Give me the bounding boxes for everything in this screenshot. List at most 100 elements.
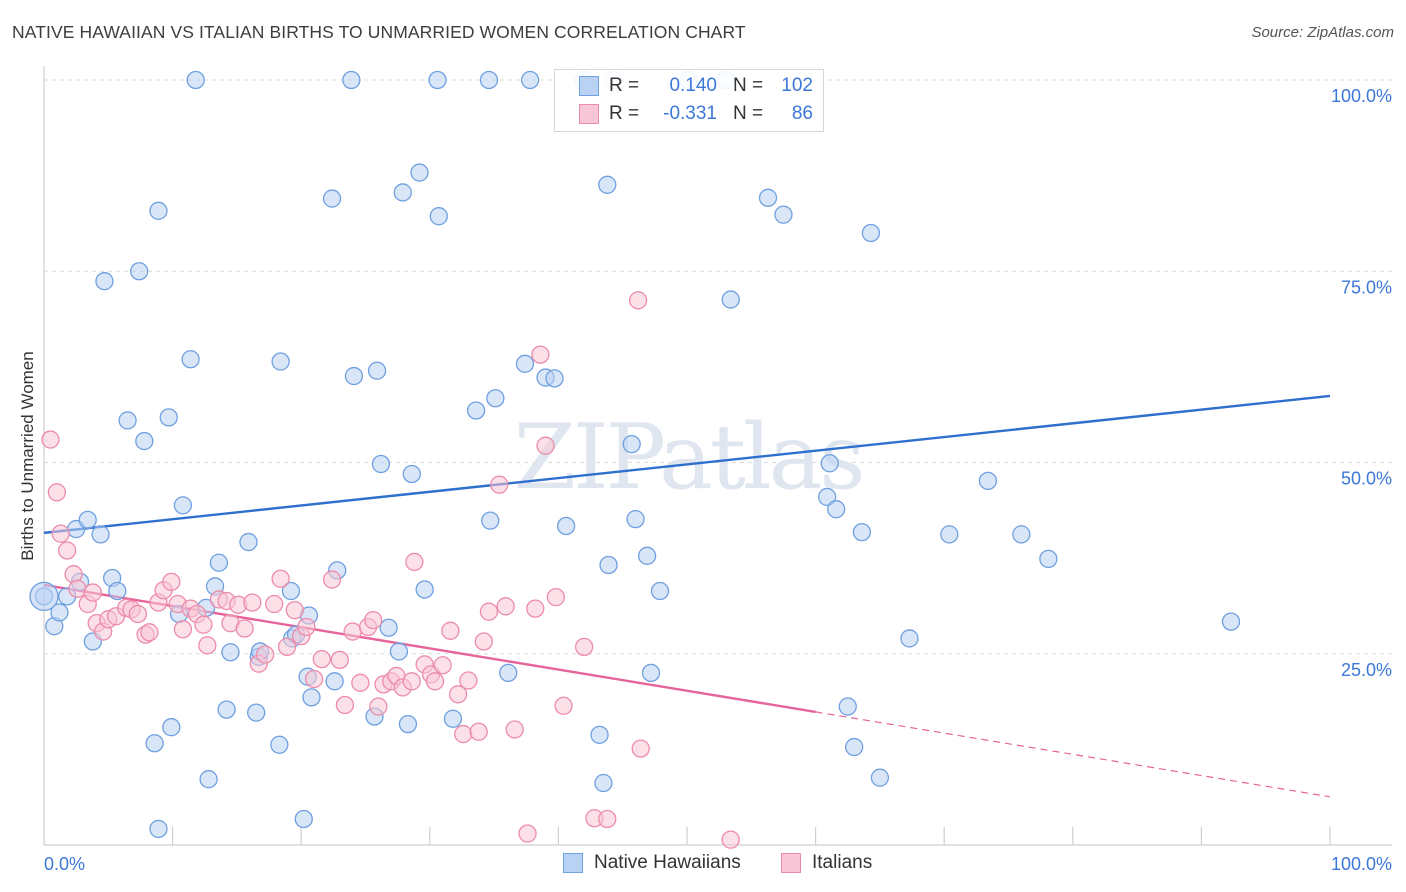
legend-item-italians[interactable]: Italians: [781, 852, 872, 874]
point-native-hawaiians: [1221, 612, 1241, 631]
point-italians: [194, 615, 213, 634]
point-italians: [322, 570, 342, 589]
point-italians: [128, 604, 148, 624]
point-native-hawaiians: [78, 510, 97, 530]
point-native-hawaiians: [940, 525, 959, 544]
point-native-hawaiians: [545, 369, 564, 388]
point-native-hawaiians: [481, 511, 500, 530]
point-italians: [574, 637, 594, 657]
grid-lines: [44, 79, 1392, 655]
point-native-hawaiians: [820, 454, 839, 473]
point-native-hawaiians: [827, 500, 846, 519]
point-native-hawaiians: [650, 581, 670, 601]
point-native-hawaiians: [91, 525, 110, 544]
axes: [43, 66, 1392, 846]
point-native-hawaiians: [239, 532, 258, 552]
x-tick-label: 0.0%: [44, 854, 85, 874]
point-native-hawaiians: [135, 431, 154, 451]
point-native-hawaiians: [270, 735, 289, 754]
y-tick-label: 50.0%: [1341, 469, 1392, 489]
point-italians: [312, 649, 331, 669]
point-italians: [51, 524, 70, 543]
point-italians: [448, 685, 468, 704]
point-native-hawaiians: [108, 581, 127, 601]
chart-title: NATIVE HAWAIIAN VS ITALIAN BIRTHS TO UNM…: [12, 22, 746, 42]
point-native-hawaiians: [721, 290, 740, 309]
point-native-hawaiians: [838, 697, 857, 716]
point-native-hawaiians: [556, 516, 576, 536]
legend-swatch-native-hawaiians: [579, 76, 599, 96]
point-italians: [47, 483, 67, 502]
point-native-hawaiians: [626, 509, 645, 529]
point-native-hawaiians: [515, 354, 535, 373]
point-native-hawaiians: [149, 819, 168, 839]
point-italians: [405, 552, 424, 572]
point-italians: [526, 599, 545, 618]
point-native-hawaiians: [852, 522, 872, 542]
trend-line-italians-extension: [815, 711, 1331, 798]
series-legend: Native Hawaiians Italians: [0, 852, 1406, 878]
y-tick-label: 100.0%: [1331, 86, 1392, 106]
point-native-hawaiians: [29, 581, 59, 612]
point-native-hawaiians: [429, 207, 448, 226]
point-italians: [256, 645, 275, 664]
point-native-hawaiians: [594, 773, 613, 793]
y-tick-label: 25.0%: [1341, 660, 1392, 680]
point-italians: [83, 583, 103, 602]
point-native-hawaiians: [199, 770, 218, 789]
x-tick-label: 100.0%: [1331, 854, 1392, 874]
point-italians: [343, 622, 362, 641]
legend-swatch-italians: [781, 853, 801, 873]
point-native-hawaiians: [302, 688, 321, 707]
point-native-hawaiians: [159, 408, 178, 427]
point-native-hawaiians: [520, 70, 540, 90]
point-native-hawaiians: [389, 642, 409, 661]
point-native-hawaiians: [402, 464, 421, 484]
legend-item-native-hawaiians[interactable]: Native Hawaiians: [563, 852, 741, 874]
point-italians: [531, 345, 550, 364]
point-italians: [271, 569, 290, 588]
legend-label-native-hawaiians: Native Hawaiians: [594, 852, 741, 873]
point-native-hawaiians: [130, 262, 149, 281]
point-native-hawaiians: [186, 70, 205, 90]
point-native-hawaiians: [637, 546, 657, 565]
legend-n-value: 102: [781, 75, 813, 96]
point-native-hawaiians: [217, 700, 236, 719]
point-native-hawaiians: [590, 725, 609, 744]
point-native-hawaiians: [247, 703, 266, 722]
source-credit: Source: ZipAtlas.com: [1251, 24, 1394, 41]
point-native-hawaiians: [379, 618, 398, 637]
point-native-hawaiians: [209, 553, 229, 572]
point-native-hawaiians: [95, 272, 114, 291]
point-native-hawaiians: [486, 389, 505, 408]
data-points: [29, 70, 1241, 849]
point-native-hawaiians: [774, 205, 793, 224]
point-italians: [304, 669, 324, 689]
legend-n-label: N =: [733, 75, 764, 96]
point-italians: [57, 541, 77, 560]
point-native-hawaiians: [499, 663, 518, 683]
point-italians: [721, 830, 740, 849]
legend-r-value: -0.331: [663, 103, 717, 124]
legend-n-value: 86: [791, 103, 813, 124]
point-italians: [598, 809, 617, 829]
legend-r-value: 0.140: [669, 75, 717, 96]
point-native-hawaiians: [398, 714, 418, 734]
point-italians: [198, 636, 217, 655]
point-native-hawaiians: [415, 580, 434, 599]
point-italians: [459, 671, 478, 690]
point-italians: [425, 672, 445, 691]
point-native-hawaiians: [367, 361, 387, 380]
point-italians: [140, 623, 159, 642]
point-native-hawaiians: [322, 189, 342, 208]
legend-r-label: R =: [609, 75, 640, 96]
point-italians: [330, 650, 349, 670]
legend-swatch-native-hawaiians: [563, 853, 583, 873]
point-italians: [518, 824, 537, 843]
point-native-hawaiians: [410, 163, 429, 182]
point-native-hawaiians: [271, 352, 290, 371]
point-native-hawaiians: [181, 350, 200, 369]
point-italians: [173, 620, 193, 639]
legend-n-label: N =: [733, 103, 764, 124]
